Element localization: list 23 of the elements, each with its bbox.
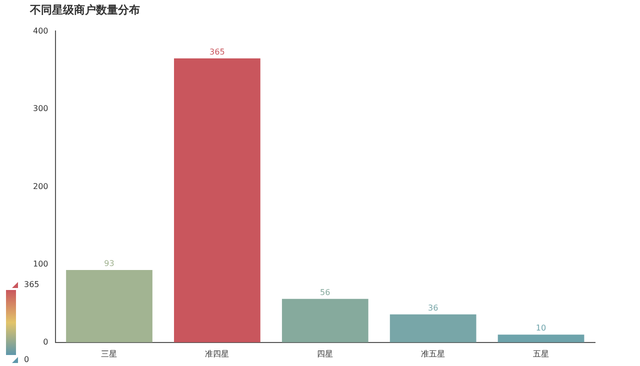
y-tick-label: 200 [32,182,48,191]
y-tick-label: 400 [32,26,48,36]
data-label: 93 [104,259,114,268]
data-label: 56 [320,288,330,297]
color-bar-label: 0 [24,355,30,364]
chart-title: 不同星级商户数量分布 [29,3,140,16]
bar [174,58,260,342]
x-tick-label: 准五星 [421,349,446,358]
y-tick-label: 100 [32,260,48,269]
y-tick-label: 300 [32,104,48,114]
y-tick-label: 0 [43,337,48,346]
bar [390,314,476,342]
x-tick-label: 准四星 [205,349,230,358]
bar [498,334,584,342]
color-bar-label: 365 [24,280,40,290]
data-label: 10 [536,324,546,333]
data-label: 36 [428,303,438,312]
x-tick-label: 三星 [101,349,118,358]
data-label: 365 [210,48,225,57]
x-tick-label: 四星 [317,349,334,358]
bar [282,298,368,342]
x-tick-label: 五星 [533,349,550,358]
bar [66,270,152,342]
